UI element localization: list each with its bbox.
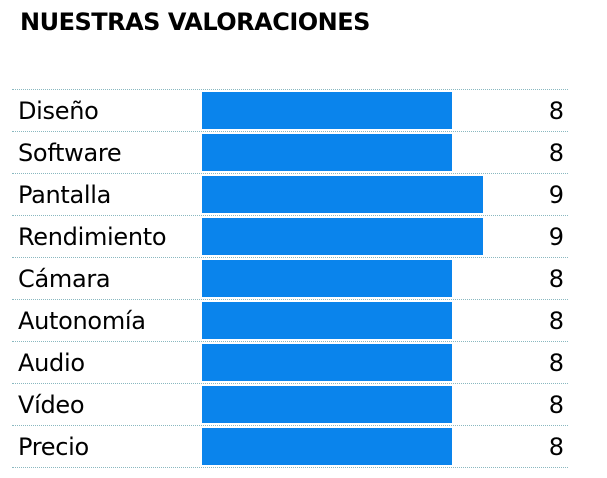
- category-label: Autonomía: [18, 307, 146, 335]
- rating-row: Precio 8: [12, 425, 568, 468]
- rating-bar: [202, 92, 452, 129]
- rating-bar: [202, 344, 452, 381]
- category-label: Pantalla: [18, 181, 112, 209]
- rating-value: 8: [548, 139, 564, 167]
- rating-value: 8: [548, 391, 564, 419]
- rating-bar: [202, 176, 483, 213]
- rating-row: Software 8: [12, 131, 568, 173]
- rating-row: Diseño 8: [12, 89, 568, 131]
- rating-row: Cámara 8: [12, 257, 568, 299]
- rating-value: 8: [548, 97, 564, 125]
- rating-value: 8: [548, 265, 564, 293]
- category-label: Audio: [18, 349, 85, 377]
- rating-row: Pantalla 9: [12, 173, 568, 215]
- rating-row: Vídeo 8: [12, 383, 568, 425]
- category-label: Software: [18, 139, 122, 167]
- category-label: Rendimiento: [18, 223, 167, 251]
- category-label: Diseño: [18, 97, 99, 125]
- rating-value: 8: [548, 349, 564, 377]
- chart-title: NUESTRAS VALORACIONES: [20, 8, 370, 36]
- rating-bar: [202, 134, 452, 171]
- rating-row: Autonomía 8: [12, 299, 568, 341]
- rating-value: 8: [548, 307, 564, 335]
- category-label: Vídeo: [18, 391, 85, 419]
- rating-bar: [202, 218, 483, 255]
- rating-row: Rendimiento 9: [12, 215, 568, 257]
- rating-value: 9: [548, 181, 564, 209]
- rating-bar: [202, 386, 452, 423]
- category-label: Precio: [18, 433, 89, 461]
- rating-bar: [202, 302, 452, 339]
- rating-value: 8: [548, 433, 564, 461]
- rating-value: 9: [548, 223, 564, 251]
- rating-bar: [202, 428, 452, 465]
- rating-row: Audio 8: [12, 341, 568, 383]
- rating-bar: [202, 260, 452, 297]
- ratings-chart: Diseño 8 Software 8 Pantalla 9 Rendimiento 9 Cám…: [12, 89, 568, 468]
- category-label: Cámara: [18, 265, 111, 293]
